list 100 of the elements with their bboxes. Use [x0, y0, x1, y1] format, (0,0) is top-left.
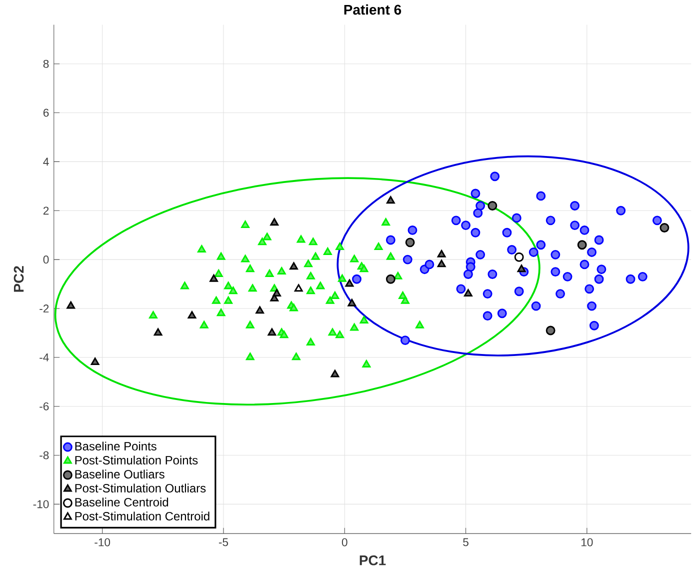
point	[660, 222, 670, 232]
point	[360, 316, 368, 324]
point	[290, 262, 298, 270]
point	[528, 247, 538, 257]
point	[197, 244, 206, 252]
point	[248, 284, 257, 292]
point	[348, 298, 356, 306]
point	[294, 284, 303, 292]
y-tick-label: 2	[43, 206, 49, 214]
point	[280, 330, 288, 338]
point	[437, 250, 446, 258]
legend-label: Post-Stimulation Outliars	[75, 483, 206, 492]
point	[268, 328, 276, 336]
point	[224, 282, 233, 289]
x-tick-label: -10	[94, 538, 110, 546]
point	[306, 338, 315, 346]
legend-label: Baseline Centroid	[75, 497, 168, 506]
legend-label: Post-Stimulation Points	[75, 455, 198, 464]
point	[626, 274, 636, 284]
x-axis-title: PC1	[360, 555, 386, 566]
point	[584, 284, 594, 294]
point	[272, 288, 281, 296]
point	[262, 232, 272, 240]
point	[536, 240, 546, 250]
point	[470, 228, 480, 238]
point	[546, 215, 556, 225]
point	[241, 220, 250, 228]
point	[270, 218, 279, 226]
point	[570, 200, 580, 210]
point	[589, 320, 599, 330]
point	[466, 262, 476, 272]
point	[562, 272, 572, 282]
point	[330, 291, 340, 299]
point	[360, 264, 368, 272]
point	[580, 225, 590, 235]
y-axis-title: PC2	[14, 266, 24, 292]
point	[550, 250, 560, 260]
point	[224, 296, 233, 304]
point	[514, 252, 524, 262]
point	[374, 242, 383, 250]
point	[416, 320, 424, 328]
point	[216, 308, 226, 316]
point	[386, 274, 396, 284]
legend-label: Baseline Outliars	[75, 469, 164, 478]
point	[594, 235, 604, 244]
point	[638, 272, 648, 282]
point	[456, 284, 466, 294]
point	[587, 247, 596, 257]
point	[277, 266, 286, 274]
point	[394, 272, 402, 280]
point	[550, 266, 560, 276]
point	[210, 274, 218, 282]
x-tick-label: 0	[342, 538, 348, 546]
point	[482, 288, 492, 298]
point	[531, 301, 541, 311]
y-tick-label: 8	[43, 60, 49, 68]
point	[596, 264, 606, 274]
point	[188, 310, 196, 318]
point	[386, 235, 396, 244]
point	[507, 244, 517, 254]
point	[216, 252, 226, 260]
point	[246, 264, 254, 272]
point	[345, 279, 354, 287]
point	[311, 252, 320, 260]
point	[490, 171, 500, 181]
y-tick-label: 4	[43, 158, 49, 166]
legend-label: Baseline Points	[75, 441, 156, 450]
legend-label: Post-Stimulation Centroid	[75, 511, 210, 520]
point	[66, 301, 76, 309]
point	[180, 282, 189, 289]
point	[402, 254, 412, 264]
point	[512, 213, 522, 222]
point	[502, 228, 512, 238]
point	[228, 286, 238, 294]
point	[292, 352, 300, 360]
y-tick-label: -10	[33, 500, 49, 508]
point	[497, 308, 507, 318]
point	[652, 215, 662, 225]
point	[517, 264, 526, 272]
point	[386, 196, 395, 204]
point	[308, 237, 318, 245]
point	[265, 269, 274, 277]
point	[401, 296, 410, 304]
point	[594, 274, 604, 284]
point	[463, 269, 473, 279]
point	[405, 237, 415, 247]
x-tick-label: -5	[218, 538, 228, 546]
x-tick-label: 10	[581, 538, 593, 546]
point	[241, 254, 250, 262]
x-tick-label: 5	[463, 538, 468, 546]
point	[90, 357, 100, 365]
point	[400, 335, 410, 345]
point	[306, 272, 315, 280]
point	[382, 218, 390, 226]
point	[437, 260, 446, 267]
point	[476, 200, 486, 210]
point	[488, 269, 498, 279]
point	[482, 310, 492, 320]
y-tick-label: -6	[40, 402, 49, 410]
point	[386, 252, 395, 260]
